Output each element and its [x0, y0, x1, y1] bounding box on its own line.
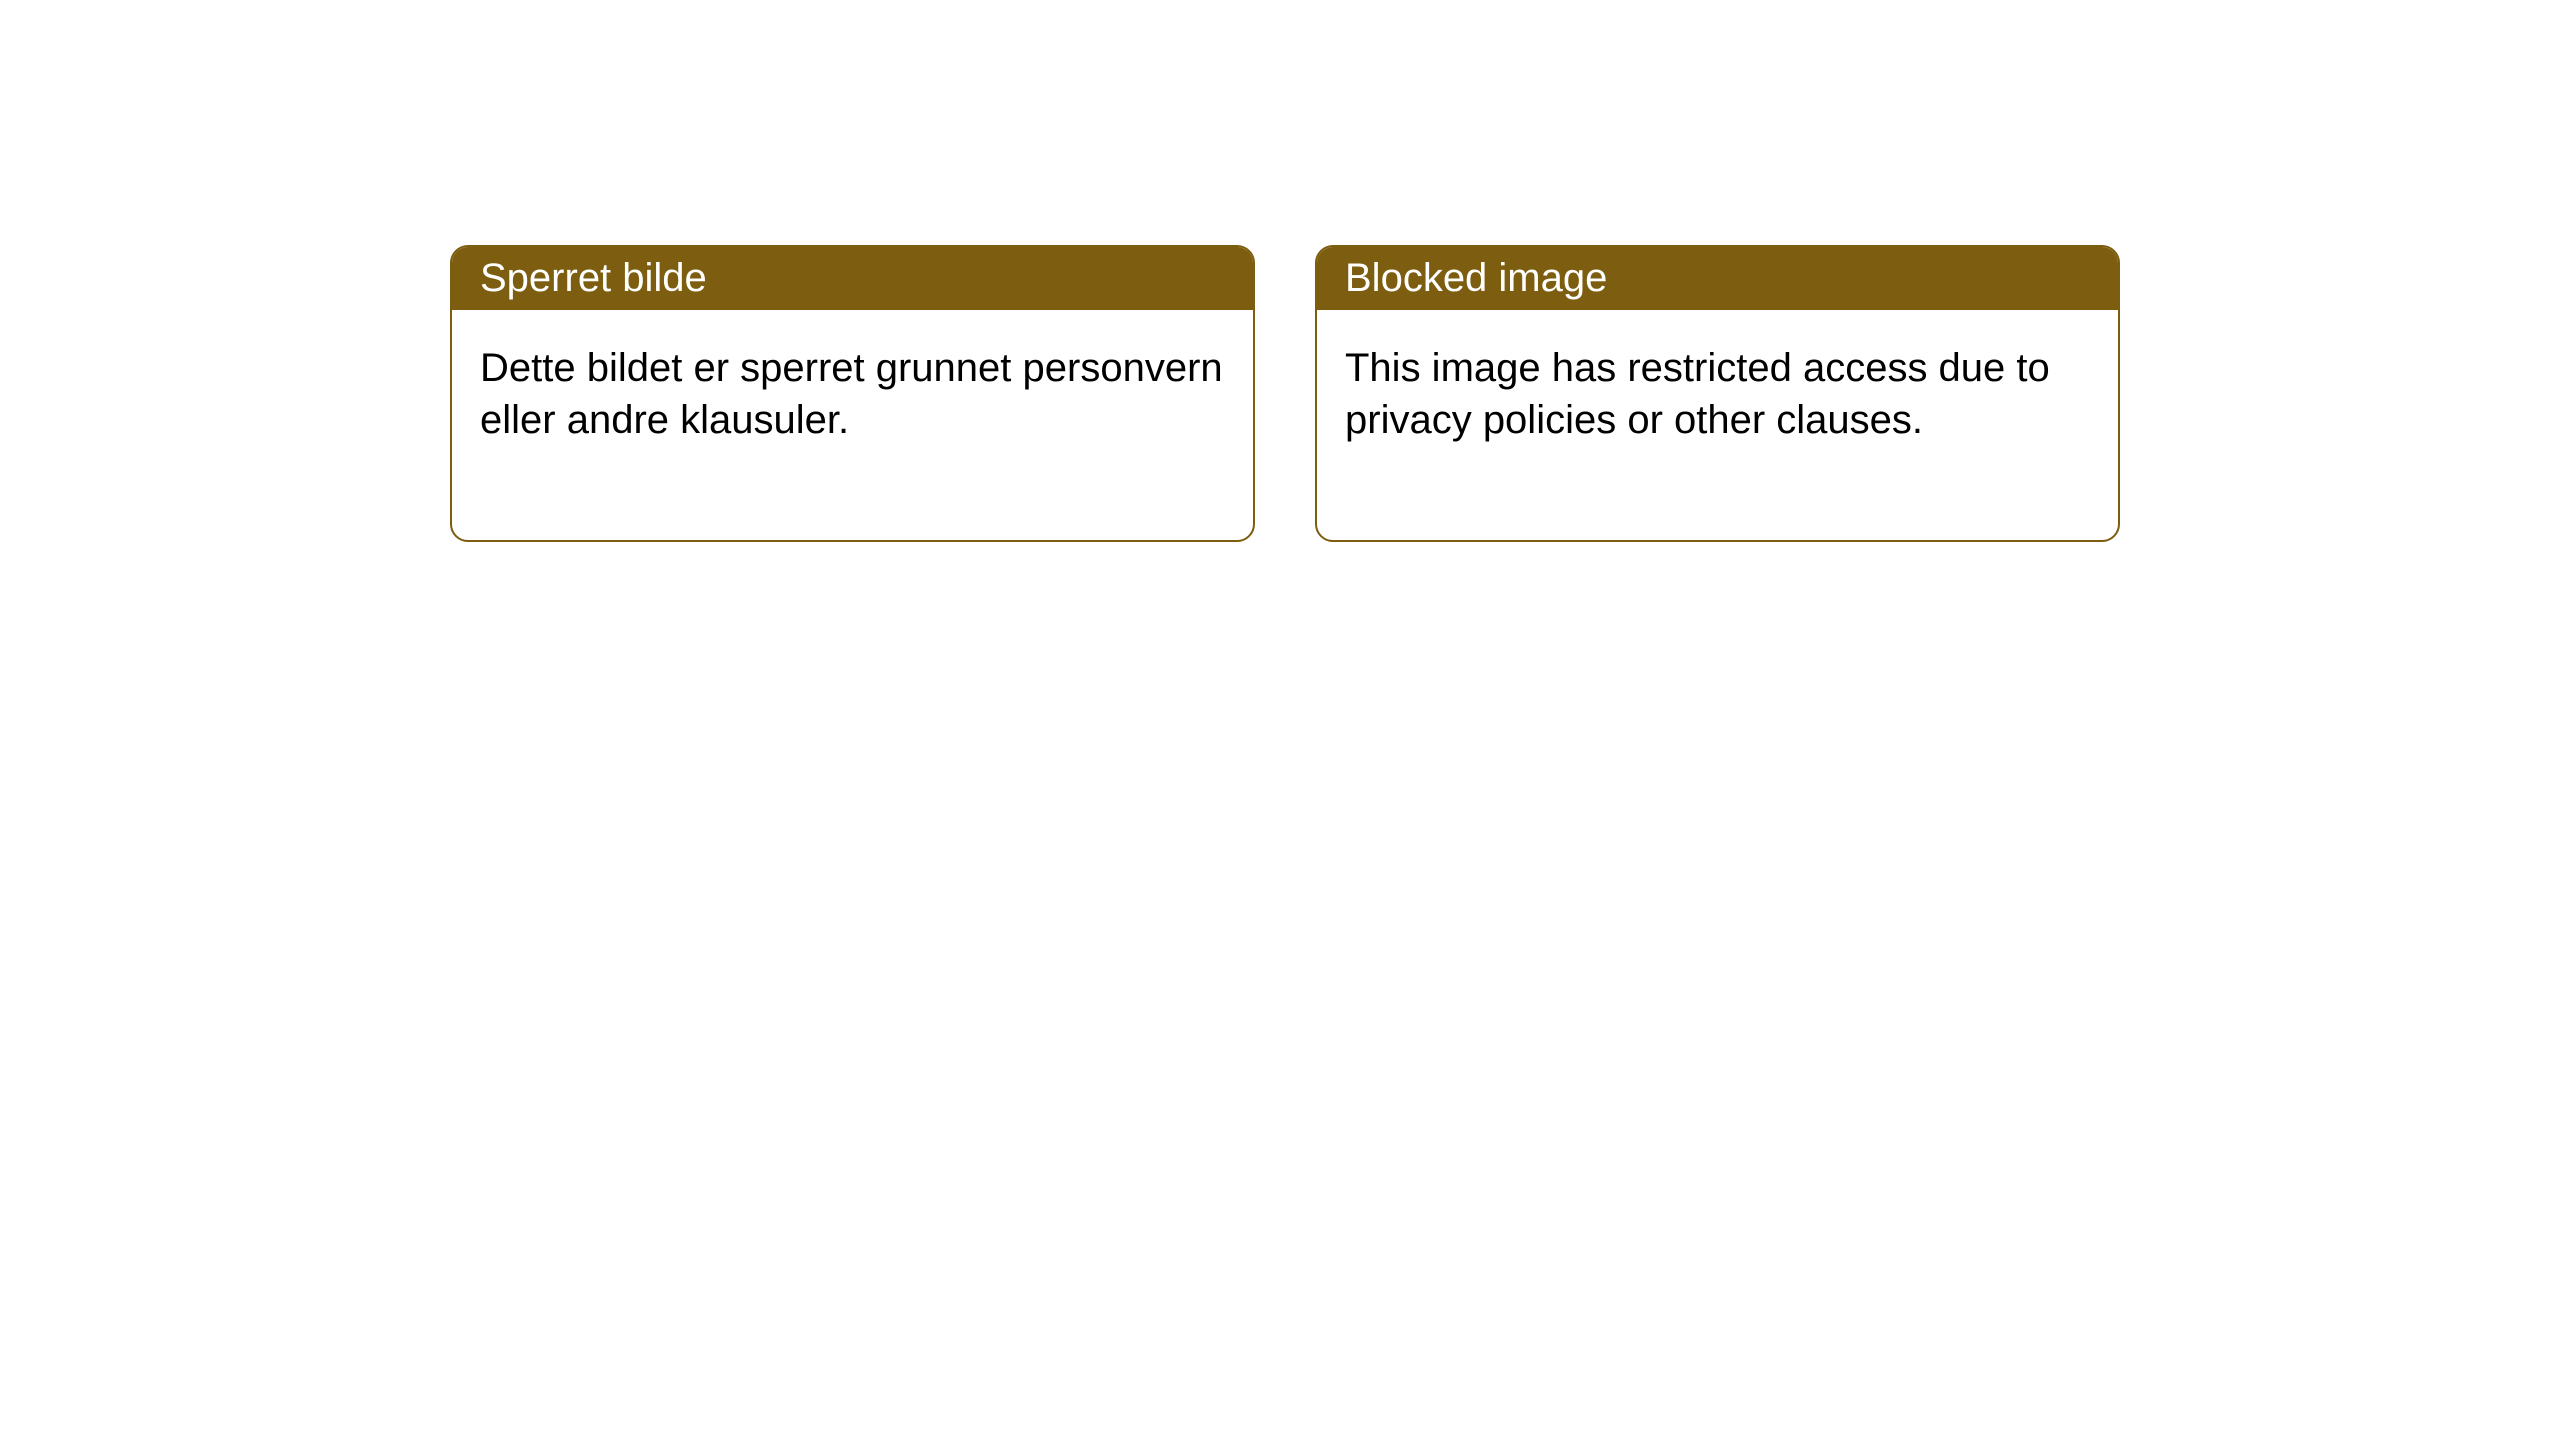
notice-header: Blocked image	[1317, 247, 2118, 310]
notice-card-english: Blocked image This image has restricted …	[1315, 245, 2120, 542]
notice-header: Sperret bilde	[452, 247, 1253, 310]
notice-body: Dette bildet er sperret grunnet personve…	[452, 310, 1253, 540]
notice-card-norwegian: Sperret bilde Dette bildet er sperret gr…	[450, 245, 1255, 542]
notice-body: This image has restricted access due to …	[1317, 310, 2118, 540]
notice-container: Sperret bilde Dette bildet er sperret gr…	[0, 0, 2560, 542]
